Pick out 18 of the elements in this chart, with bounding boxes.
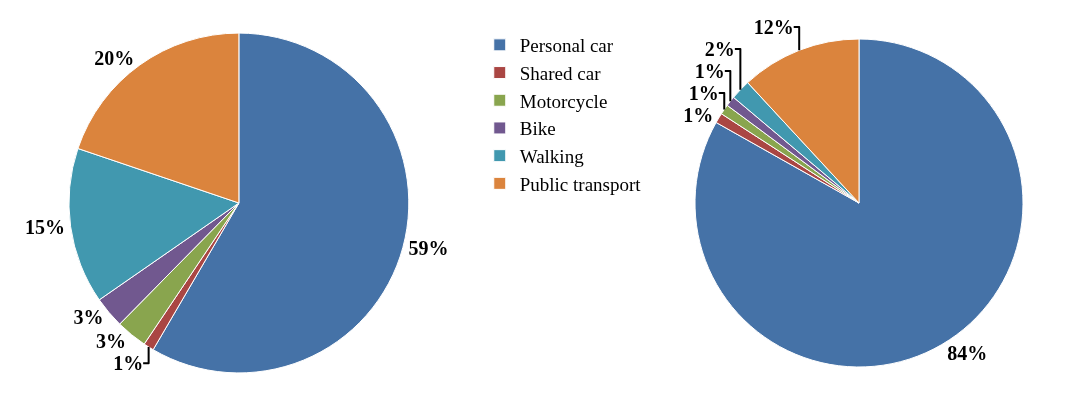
- data-label: 1%: [688, 82, 719, 105]
- legend-label: Bike: [519, 118, 556, 140]
- data-label: 12%: [753, 16, 794, 39]
- data-label: 15%: [25, 215, 66, 238]
- data-label: 1%: [694, 60, 725, 83]
- data-label: 20%: [94, 46, 135, 69]
- data-label: 59%: [408, 237, 449, 260]
- data-label: 3%: [95, 330, 126, 353]
- legend-label: Motorcycle: [519, 90, 608, 112]
- legend-label: Public transport: [519, 173, 642, 195]
- data-label: 1%: [683, 104, 714, 127]
- data-label: 1%: [113, 352, 144, 375]
- data-label: 3%: [73, 306, 104, 329]
- data-label: 84%: [947, 341, 988, 364]
- legend-label: Shared car: [519, 62, 602, 84]
- data-label: 2%: [704, 38, 735, 61]
- legend-label: Walking: [519, 146, 585, 168]
- legend-label: Personal car: [519, 35, 614, 57]
